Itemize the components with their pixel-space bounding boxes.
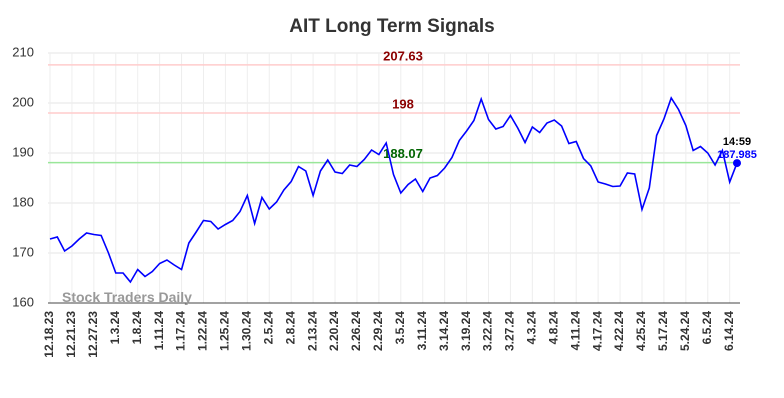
x-tick-label: 1.11.24 (152, 311, 166, 351)
x-tick-label: 12.21.23 (64, 311, 78, 358)
last-value: 187.985 (717, 149, 757, 161)
x-tick-label: 2.29.24 (371, 311, 385, 351)
watermark: Stock Traders Daily (62, 289, 192, 305)
x-tick-label: 3.5.24 (393, 311, 407, 345)
x-tick-label: 2.5.24 (261, 311, 275, 345)
x-tick-label: 6.14.24 (722, 311, 736, 351)
x-tick-label: 4.11.24 (568, 311, 582, 351)
x-tick-label: 2.8.24 (283, 311, 297, 345)
x-tick-label: 5.24.24 (678, 311, 692, 351)
x-tick-label: 4.25.24 (634, 311, 648, 351)
y-tick-label: 160 (12, 294, 34, 309)
x-tick-label: 3.27.24 (503, 311, 517, 351)
x-tick-label: 2.13.24 (305, 311, 319, 351)
y-tick-label: 170 (12, 244, 34, 259)
x-tick-label: 3.19.24 (459, 311, 473, 351)
y-tick-label: 200 (12, 94, 34, 109)
y-tick-label: 210 (12, 44, 34, 59)
level-label: 188.07 (383, 146, 423, 161)
x-tick-label: 4.8.24 (546, 311, 560, 345)
last-time: 14:59 (723, 136, 751, 148)
level-label: 198 (392, 96, 414, 111)
x-tick-label: 4.17.24 (590, 311, 604, 351)
x-tick-label: 1.30.24 (240, 311, 254, 351)
x-tick-label: 3.22.24 (481, 311, 495, 351)
y-tick-label: 180 (12, 194, 34, 209)
price-line (49, 96, 738, 284)
x-tick-label: 12.27.23 (86, 311, 100, 358)
chart-title: AIT Long Term Signals (289, 16, 495, 37)
level-label: 207.63 (383, 48, 423, 63)
x-tick-label: 1.25.24 (218, 311, 232, 351)
x-tick-label: 5.17.24 (656, 311, 670, 351)
x-tick-label: 1.17.24 (174, 311, 188, 351)
x-tick-label: 6.5.24 (700, 311, 714, 345)
x-tick-label: 2.26.24 (349, 311, 363, 351)
x-tick-label: 3.11.24 (415, 311, 429, 351)
x-tick-label: 1.3.24 (108, 311, 122, 345)
x-tick-label: 2.20.24 (327, 311, 341, 351)
y-tick-label: 190 (12, 144, 34, 159)
x-tick-label: 4.22.24 (612, 311, 626, 351)
x-tick-label: 4.3.24 (525, 311, 539, 345)
x-tick-label: 12.18.23 (42, 311, 56, 358)
x-tick-label: 1.8.24 (130, 311, 144, 345)
x-tick-label: 1.22.24 (196, 311, 210, 351)
x-tick-label: 3.14.24 (437, 311, 451, 351)
last-point (733, 159, 741, 168)
